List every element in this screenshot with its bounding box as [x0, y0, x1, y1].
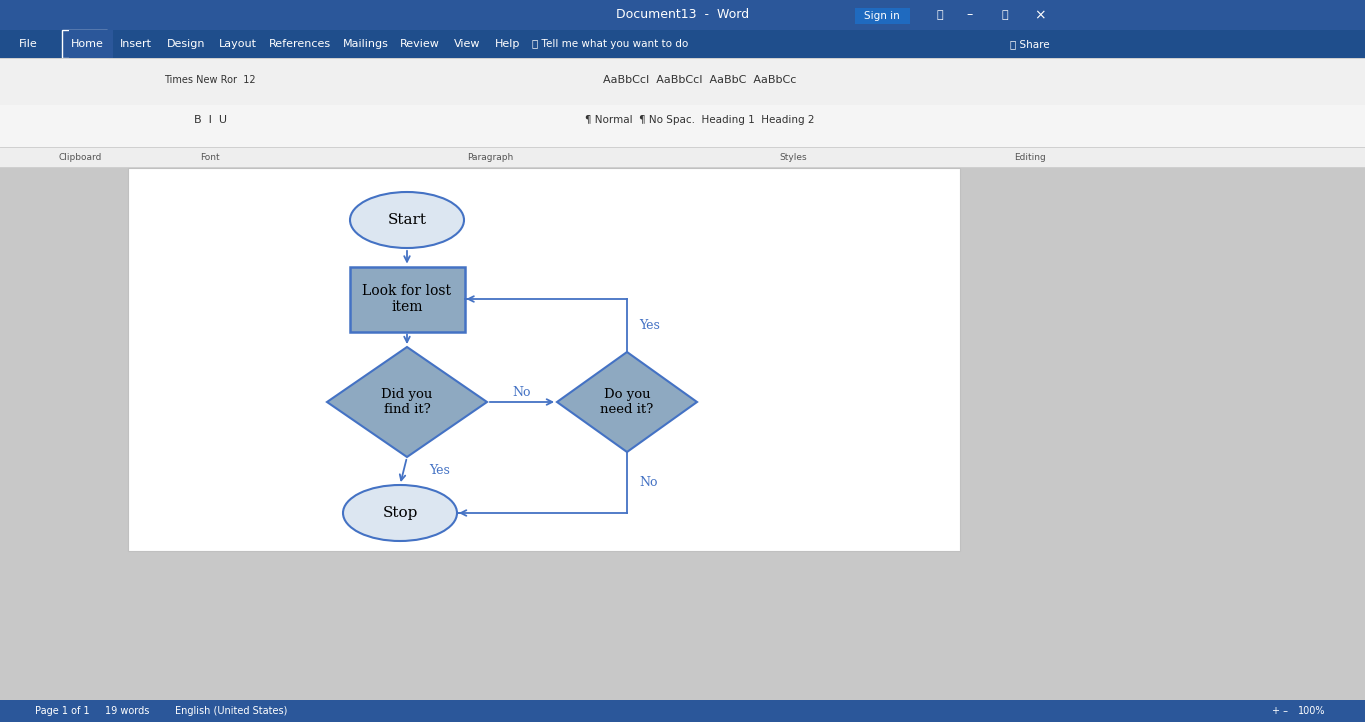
FancyBboxPatch shape: [0, 58, 1365, 105]
Text: Stop: Stop: [382, 506, 418, 520]
Text: Font: Font: [201, 152, 220, 162]
FancyBboxPatch shape: [349, 266, 464, 331]
Ellipse shape: [343, 485, 457, 541]
FancyBboxPatch shape: [128, 551, 960, 700]
Text: Insert: Insert: [120, 39, 152, 49]
Text: 100%: 100%: [1298, 706, 1325, 716]
Text: + –: + –: [1272, 706, 1289, 716]
Text: AaBbCcI  AaBbCcI  AaBbC  AaBbCc: AaBbCcI AaBbCcI AaBbC AaBbCc: [603, 75, 797, 85]
Polygon shape: [557, 352, 698, 452]
Text: Document13  -  Word: Document13 - Word: [616, 9, 749, 22]
Text: English (United States): English (United States): [175, 706, 288, 716]
Text: Yes: Yes: [639, 319, 659, 332]
Text: No: No: [513, 386, 531, 399]
Text: Do you
need it?: Do you need it?: [601, 388, 654, 416]
FancyBboxPatch shape: [0, 105, 1365, 147]
Text: Paragraph: Paragraph: [467, 152, 513, 162]
Text: No: No: [639, 476, 658, 489]
Text: B  I  U: B I U: [194, 115, 227, 125]
FancyBboxPatch shape: [61, 30, 106, 58]
FancyBboxPatch shape: [960, 167, 1365, 700]
Text: 🔗 Share: 🔗 Share: [1010, 39, 1050, 49]
Text: Did you
find it?: Did you find it?: [381, 388, 433, 416]
FancyBboxPatch shape: [128, 168, 960, 551]
FancyBboxPatch shape: [0, 0, 1365, 30]
Polygon shape: [328, 347, 487, 457]
Text: Layout: Layout: [218, 39, 257, 49]
Text: Home: Home: [71, 39, 104, 49]
Text: Times New Ror  12: Times New Ror 12: [164, 75, 255, 85]
Text: Mailings: Mailings: [343, 39, 389, 49]
Text: –: –: [966, 9, 973, 22]
FancyBboxPatch shape: [854, 8, 910, 24]
Text: View: View: [453, 39, 480, 49]
Text: ⬜: ⬜: [1002, 10, 1009, 20]
Text: Page 1 of 1: Page 1 of 1: [35, 706, 90, 716]
Text: Yes: Yes: [429, 464, 450, 477]
FancyBboxPatch shape: [10, 30, 46, 58]
Text: Editing: Editing: [1014, 152, 1046, 162]
FancyBboxPatch shape: [0, 700, 1365, 722]
FancyBboxPatch shape: [70, 30, 113, 58]
Text: Review: Review: [400, 39, 440, 49]
Text: File: File: [19, 39, 37, 49]
FancyBboxPatch shape: [0, 167, 128, 700]
Text: Look for lost
item: Look for lost item: [363, 284, 452, 314]
Text: 💡 Tell me what you want to do: 💡 Tell me what you want to do: [532, 39, 688, 49]
FancyBboxPatch shape: [0, 30, 1365, 58]
FancyBboxPatch shape: [0, 147, 1365, 167]
Text: Design: Design: [167, 39, 205, 49]
Text: ⬜: ⬜: [936, 10, 943, 20]
Text: ×: ×: [1035, 8, 1046, 22]
Text: Help: Help: [495, 39, 520, 49]
Text: ¶ Normal  ¶ No Spac.  Heading 1  Heading 2: ¶ Normal ¶ No Spac. Heading 1 Heading 2: [586, 115, 815, 125]
Text: References: References: [269, 39, 332, 49]
Ellipse shape: [349, 192, 464, 248]
Text: Start: Start: [388, 213, 426, 227]
Text: Clipboard: Clipboard: [59, 152, 101, 162]
Text: Styles: Styles: [779, 152, 807, 162]
Text: 19 words: 19 words: [105, 706, 149, 716]
Text: Sign in: Sign in: [864, 11, 900, 21]
